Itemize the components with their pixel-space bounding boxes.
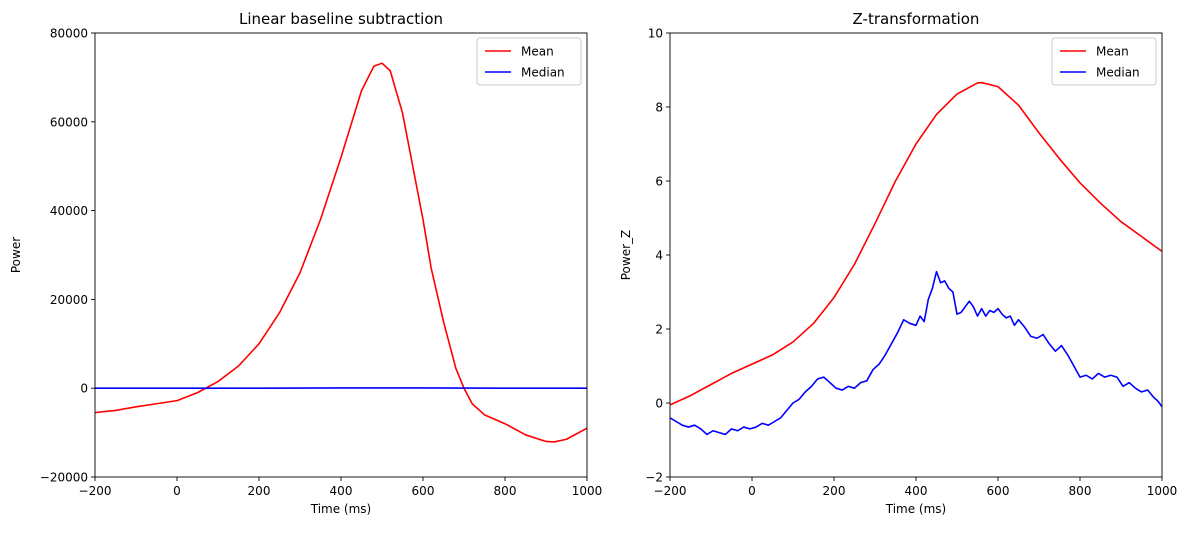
y-tick-label: 40000 (50, 204, 88, 218)
x-tick-label: 0 (173, 484, 181, 498)
x-tick-label: 600 (987, 484, 1010, 498)
y-tick-label: −20000 (40, 471, 88, 485)
x-tick-label: 600 (412, 484, 435, 498)
x-tick-label: 0 (748, 484, 756, 498)
chart-panel-1: −200 0 200 400 600 800 1000 −20000 0 20000 40000 60… (9, 10, 602, 516)
axes-frame (95, 33, 587, 477)
x-tick-label: 1000 (572, 484, 603, 498)
y-tick-label: 6 (655, 175, 663, 189)
chart-panel-2: −200 0 200 400 600 800 1000 −2 0 2 4 6 8 10 Z-transfor… (619, 10, 1177, 516)
x-axis-label: Time (ms) (885, 502, 947, 516)
legend-label-median: Median (521, 66, 565, 80)
legend-label-mean: Mean (1096, 45, 1129, 59)
y-tick-label: 80000 (50, 27, 88, 41)
y-tick-label: 20000 (50, 293, 88, 307)
legend: Mean Median (1052, 38, 1156, 85)
x-tick-label: −200 (654, 484, 687, 498)
y-tick-label: 60000 (50, 115, 88, 129)
legend-label-median: Median (1096, 66, 1140, 80)
x-tick-label: 1000 (1147, 484, 1178, 498)
legend-label-mean: Mean (521, 45, 554, 59)
x-tick-label: 400 (905, 484, 928, 498)
legend: Mean Median (477, 38, 581, 85)
x-tick-label: −200 (79, 484, 112, 498)
x-axis-label: Time (ms) (310, 502, 372, 516)
series-line-mean (95, 63, 587, 442)
chart-title: Z-transformation (853, 10, 980, 28)
y-axis-label: Power (9, 237, 23, 273)
series-line-mean (670, 83, 1162, 405)
y-axis-label: Power_Z (619, 230, 633, 281)
x-tick-label: 200 (248, 484, 271, 498)
y-tick-label: 10 (648, 27, 663, 41)
x-tick-label: 200 (823, 484, 846, 498)
y-tick-label: 0 (655, 397, 663, 411)
chart-title: Linear baseline subtraction (239, 10, 443, 28)
x-tick-label: 800 (1069, 484, 1092, 498)
y-tick-label: 0 (80, 382, 88, 396)
x-tick-label: 800 (494, 484, 517, 498)
y-tick-label: −2 (645, 471, 663, 485)
series-line-median (670, 272, 1162, 435)
axes-frame (670, 33, 1162, 477)
y-tick-label: 2 (655, 323, 663, 337)
y-tick-label: 4 (655, 249, 663, 263)
x-tick-label: 400 (330, 484, 353, 498)
y-tick-label: 8 (655, 101, 663, 115)
